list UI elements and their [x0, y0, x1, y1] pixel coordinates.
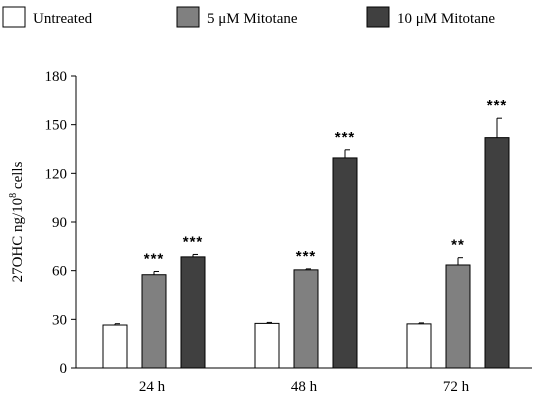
bar [254, 322, 280, 369]
y-tick-label: 0 [60, 361, 68, 377]
legend-swatch [176, 6, 200, 28]
bar [102, 324, 128, 369]
y-axis-label-main: 27OHC ng/10 [10, 198, 26, 283]
significance-label: *** [183, 233, 204, 250]
legend-label: Untreated [33, 11, 93, 27]
y-tick-label: 180 [45, 69, 68, 85]
x-tick-label: 24 h [139, 379, 166, 395]
significance-label: *** [335, 129, 356, 146]
x-tick-label: 72 h [443, 379, 470, 395]
bar [484, 137, 510, 369]
bar [293, 269, 319, 369]
y-tick-label: 30 [52, 312, 67, 328]
y-tick-label: 120 [45, 166, 68, 182]
bar [445, 264, 471, 369]
y-tick-label: 60 [52, 264, 67, 280]
bar [332, 157, 358, 369]
legend-label: 5 μM Mitotane [207, 11, 298, 27]
significance-label: *** [487, 97, 508, 114]
x-tick-label: 48 h [291, 379, 318, 395]
bars: ***************** [102, 97, 510, 369]
significance-label: ** [451, 237, 465, 254]
bar [180, 256, 206, 369]
bar [406, 323, 432, 369]
significance-label: *** [144, 250, 165, 267]
y-tick-label: 90 [52, 215, 67, 231]
y-axis-label-sup: 8 [8, 193, 19, 198]
legend-swatch [366, 6, 390, 28]
legend-label: 10 μM Mitotane [397, 11, 495, 27]
bar [141, 274, 167, 369]
y-axis-label-tail: cells [10, 161, 26, 192]
legend: Untreated 5 μM Mitotane 10 μM Mitotane [2, 6, 495, 28]
legend-swatch [2, 6, 26, 28]
y-tick-label: 150 [45, 118, 68, 134]
y-axis-label: 27OHC ng/108 cells [8, 161, 26, 282]
y-ticks: 0 30 60 90 120 150 180 [45, 69, 76, 377]
x-ticks: 24 h 48 h 72 h [139, 379, 470, 395]
significance-label: *** [296, 248, 317, 265]
